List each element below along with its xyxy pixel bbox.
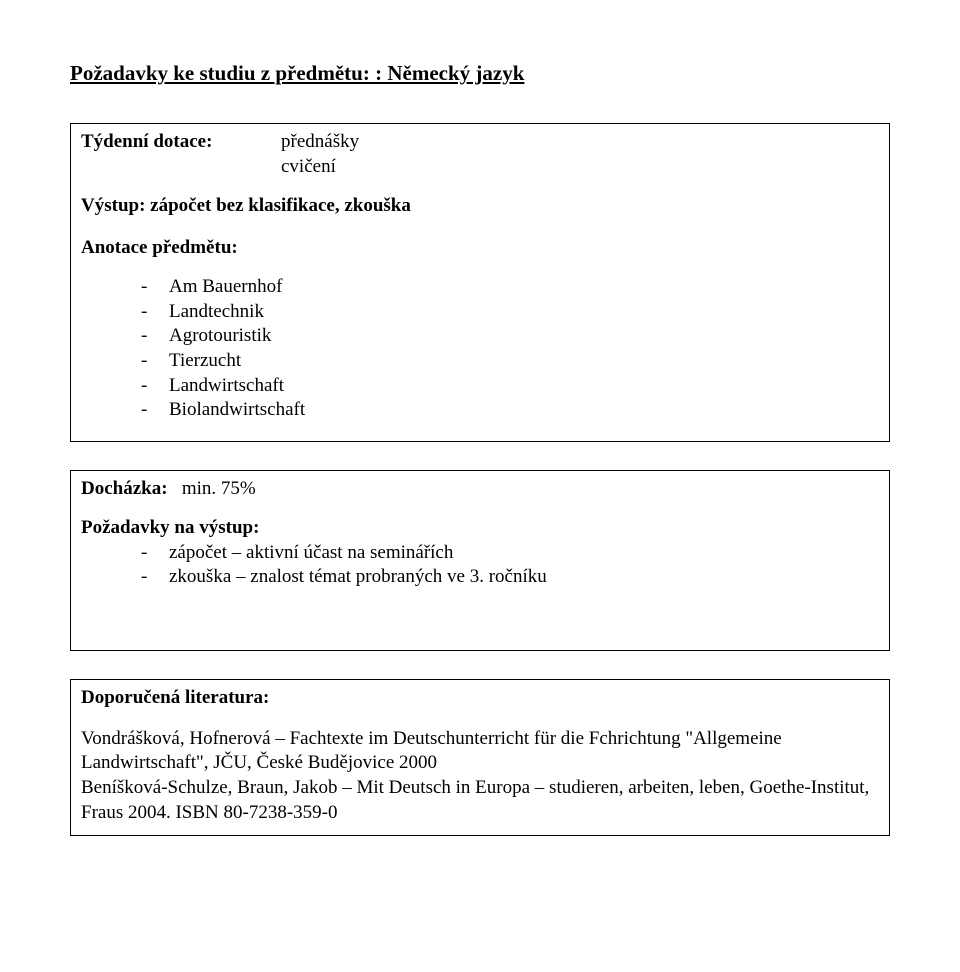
annotation-item: Landtechnik — [141, 300, 879, 325]
requirements-label: Požadavky na výstup: — [81, 516, 879, 541]
box-literature: Doporučená literatura: Vondrášková, Hofn… — [70, 679, 890, 836]
annotation-item: Agrotouristik — [141, 324, 879, 349]
output-value: zápočet bez klasifikace, zkouška — [150, 195, 411, 216]
requirements-list: zápočet – aktivní účast na seminářích zk… — [81, 541, 879, 590]
schedule-seminars: cvičení — [281, 155, 359, 180]
output-label: Výstup: — [81, 195, 145, 216]
box-attendance-requirements: Docházka: min. 75% Požadavky na výstup: … — [70, 470, 890, 651]
annotation-item: Tierzucht — [141, 349, 879, 374]
annotation-label: Anotace předmětu: — [81, 236, 879, 261]
output-line: Výstup: zápočet bez klasifikace, zkouška — [81, 194, 879, 219]
annotation-item: Landwirtschaft — [141, 374, 879, 399]
schedule-lectures: přednášky — [281, 130, 359, 155]
annotation-item: Biolandwirtschaft — [141, 398, 879, 423]
requirements-item: zkouška – znalost témat probraných ve 3.… — [141, 565, 879, 590]
schedule-row: Týdenní dotace: přednášky cvičení — [81, 130, 879, 179]
annotation-item: Am Bauernhof — [141, 275, 879, 300]
literature-body: Vondrášková, Hofnerová – Fachtexte im De… — [81, 727, 879, 826]
schedule-values: přednášky cvičení — [281, 130, 359, 179]
literature-label: Doporučená literatura: — [81, 686, 879, 711]
annotation-list: Am Bauernhof Landtechnik Agrotouristik T… — [81, 275, 879, 423]
page-title: Požadavky ke studiu z předmětu: : Německ… — [70, 60, 890, 87]
attendance-label: Docházka: — [81, 478, 168, 499]
box-schedule-annotation: Týdenní dotace: přednášky cvičení Výstup… — [70, 123, 890, 442]
attendance-value: min. 75% — [182, 478, 256, 499]
attendance-line: Docházka: min. 75% — [81, 477, 879, 502]
schedule-label: Týdenní dotace: — [81, 130, 281, 179]
requirements-item: zápočet – aktivní účast na seminářích — [141, 541, 879, 566]
